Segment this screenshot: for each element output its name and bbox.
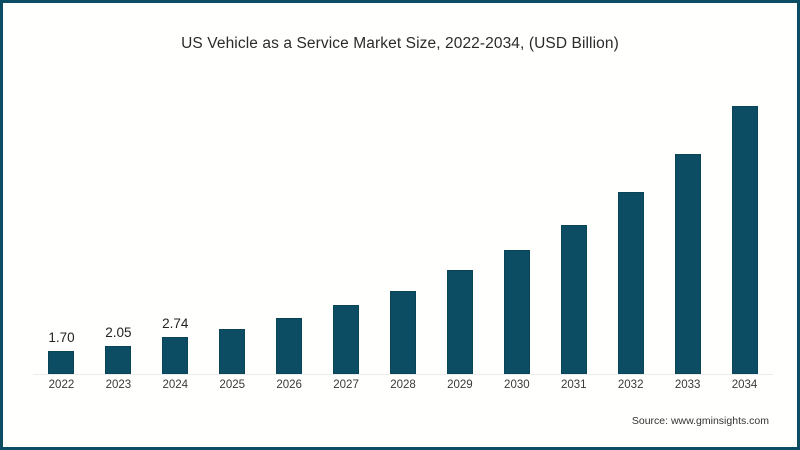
x-tick-2028: 2028 (390, 379, 416, 391)
bar-2032[interactable] (617, 191, 644, 374)
bar-column-2030[interactable] (488, 78, 545, 374)
bar-series: 1.70 2.05 2.74 (33, 78, 773, 374)
x-axis-tick-labels: 2022 2023 2024 2025 2026 2027 2028 2029 2030 2031… (33, 379, 773, 399)
x-tick-2022: 2022 (48, 379, 75, 391)
bar-column-2031[interactable] (545, 78, 602, 374)
chart-title: US Vehicle as a Service Market Size, 202… (181, 35, 619, 52)
bar-2022[interactable] (48, 351, 75, 374)
x-tick-2033: 2033 (674, 379, 701, 391)
x-tick-2023: 2023 (105, 379, 132, 391)
bar-column-2028[interactable] (375, 78, 432, 374)
x-tick-2029: 2029 (447, 379, 473, 391)
bar-2025[interactable] (219, 328, 246, 374)
bar-2026[interactable] (276, 318, 303, 374)
bar-column-2024[interactable]: 2.74 (147, 78, 204, 374)
bar-2033[interactable] (674, 154, 701, 374)
x-tick-2025: 2025 (219, 379, 246, 391)
bar-column-2033[interactable] (659, 78, 716, 374)
x-tick-2030: 2030 (504, 379, 530, 391)
bar-column-2023[interactable]: 2.05 (90, 78, 147, 374)
bar-column-2022[interactable]: 1.70 (33, 78, 90, 374)
bar-2029[interactable] (446, 269, 473, 374)
x-tick-2027: 2027 (333, 379, 359, 391)
bar-2030[interactable] (503, 250, 530, 374)
bar-value-label-2024: 2.74 (162, 316, 189, 332)
bar-2023[interactable] (105, 346, 132, 374)
bar-2034[interactable] (731, 106, 758, 374)
bar-value-label-2023: 2.05 (105, 325, 132, 341)
bar-2027[interactable] (333, 305, 360, 374)
source-attribution: Source: www.gminsights.com (631, 415, 769, 427)
bar-column-2026[interactable] (261, 78, 318, 374)
x-tick-2024: 2024 (162, 379, 189, 391)
bar-2028[interactable] (389, 291, 416, 374)
bar-value-label-2022: 1.70 (48, 330, 75, 346)
bar-column-2034[interactable] (716, 78, 773, 374)
x-tick-2032: 2032 (617, 379, 644, 391)
bar-column-2027[interactable] (318, 78, 375, 374)
bar-column-2032[interactable] (602, 78, 659, 374)
bar-2024[interactable] (162, 337, 189, 374)
x-tick-2031: 2031 (560, 379, 587, 391)
x-tick-2026: 2026 (276, 379, 302, 391)
bar-2031[interactable] (560, 224, 587, 374)
axis-baseline (33, 374, 773, 375)
x-tick-2034: 2034 (731, 379, 758, 391)
bar-column-2029[interactable] (431, 78, 488, 374)
bar-column-2025[interactable] (204, 78, 261, 374)
